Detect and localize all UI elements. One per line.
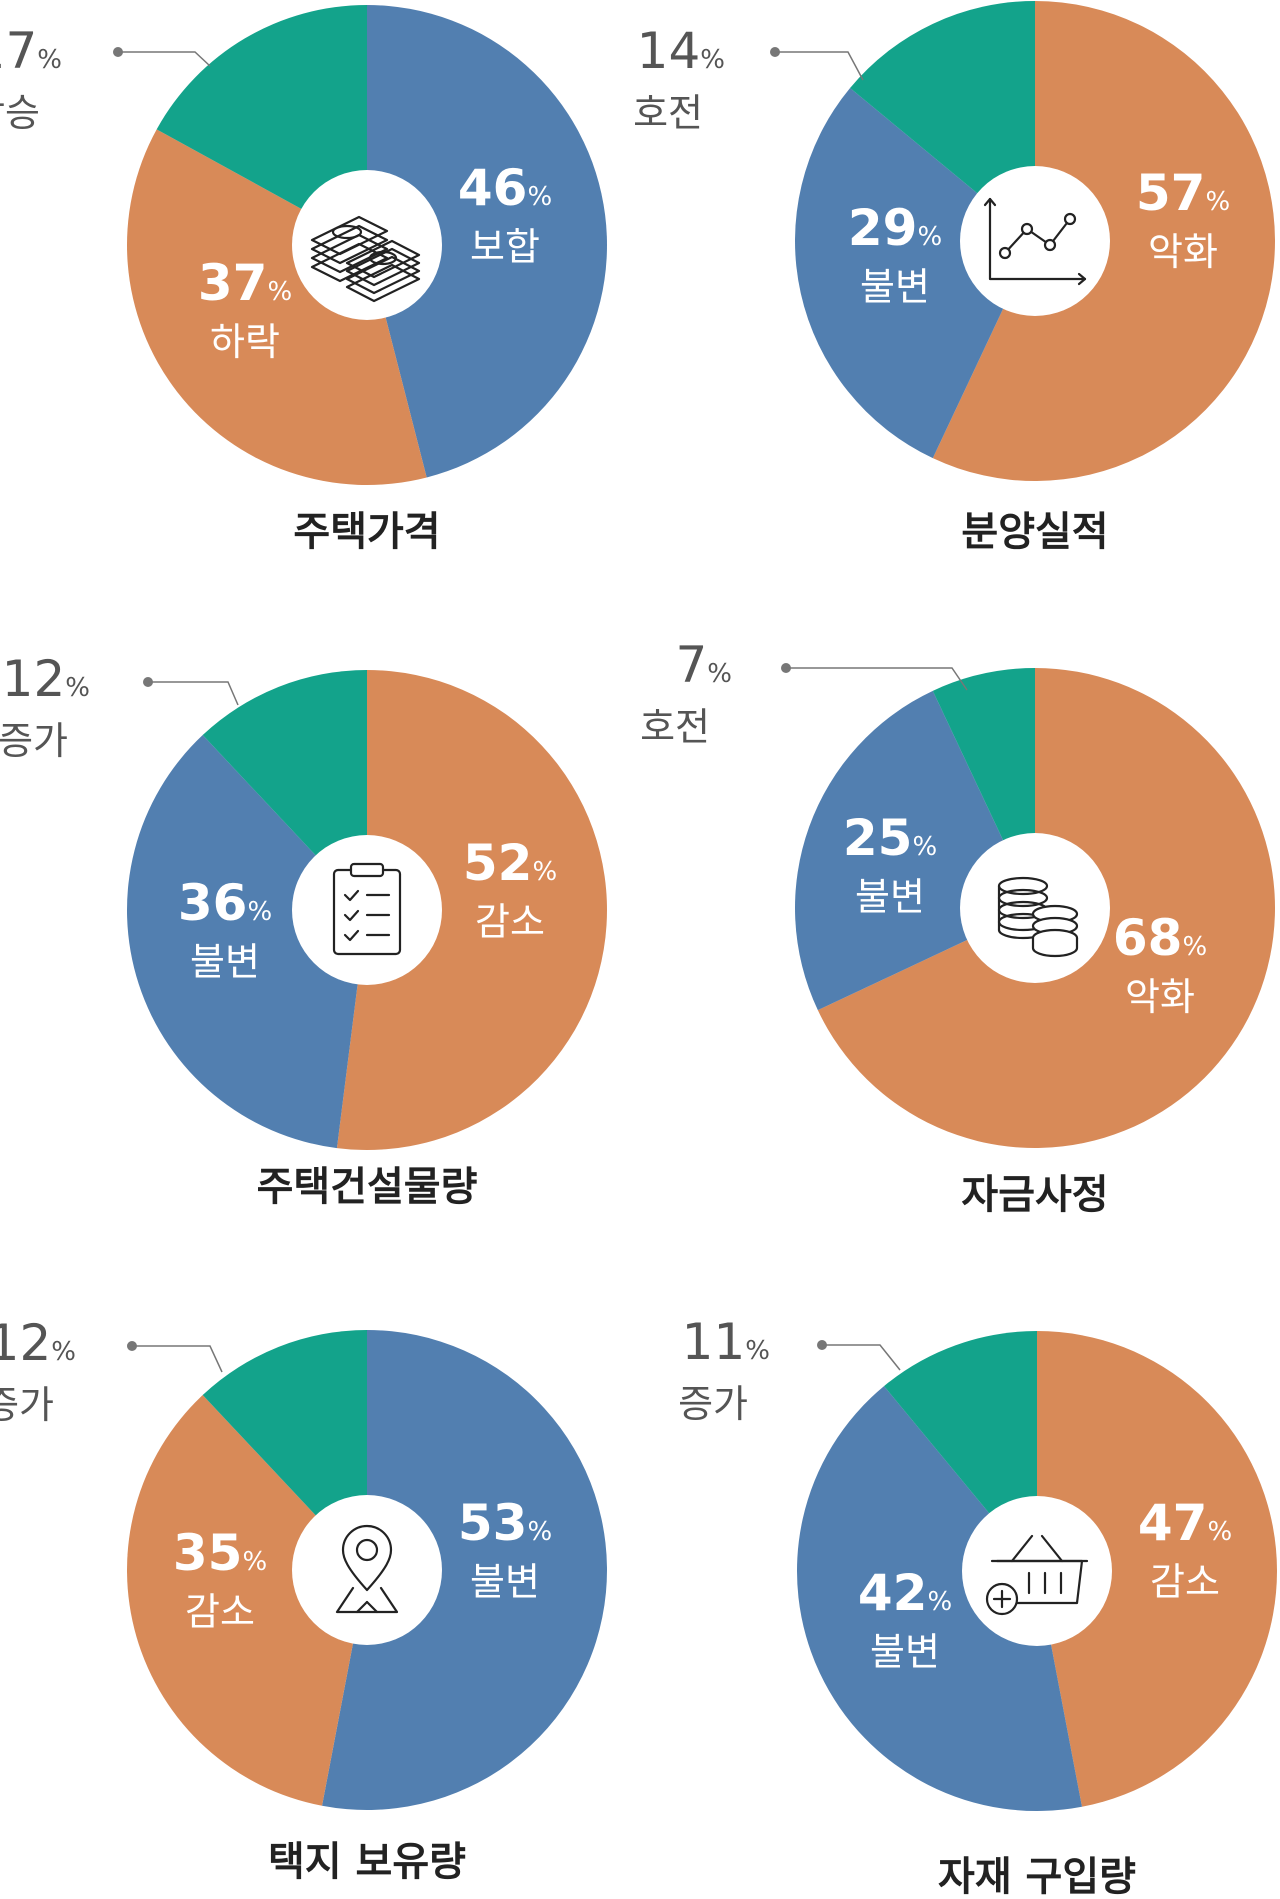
pie-slice	[367, 5, 608, 478]
pie-center	[292, 1495, 442, 1645]
slice-label: 불변	[855, 875, 925, 919]
coins-icon	[997, 876, 1079, 958]
slice-label-external: 호전	[640, 705, 710, 749]
slice-percent: 68%	[1113, 909, 1207, 967]
slice-percent-external: 12%	[0, 1314, 76, 1372]
slice-percent: 36%	[178, 874, 272, 932]
pie-center	[960, 166, 1110, 316]
leader-line	[132, 1345, 223, 1373]
slice-label: 불변	[860, 265, 930, 309]
slice-percent: 37%	[198, 254, 292, 312]
slice-label-external: 증가	[0, 719, 68, 763]
slice-percent-external: 7%	[675, 636, 732, 694]
slice-percent: 42%	[858, 1564, 952, 1622]
slice-percent: 52%	[463, 834, 557, 892]
pie-slice	[336, 670, 607, 1150]
slice-label: 불변	[870, 1630, 940, 1674]
chart-title: 자재 구입량	[938, 1854, 1136, 1899]
chart-title: 주택가격	[293, 509, 440, 555]
leader-line	[822, 1344, 901, 1371]
pie-slice	[850, 1, 1035, 241]
slice-label: 감소	[475, 900, 545, 944]
slice-label: 악화	[1148, 230, 1218, 274]
slice-label: 보합	[470, 225, 540, 269]
leader-line	[775, 51, 864, 81]
slice-percent: 53%	[458, 1494, 552, 1552]
slice-label: 불변	[470, 1560, 540, 1604]
slice-label: 감소	[1150, 1560, 1220, 1604]
pie-slice	[127, 735, 367, 1149]
slice-label: 감소	[185, 1590, 255, 1634]
slice-percent-external: 17%	[0, 22, 62, 80]
chart-title: 주택건설물량	[257, 1164, 478, 1210]
line-chart-icon	[983, 197, 1087, 286]
pie-slice	[796, 1386, 1082, 1811]
slice-percent-external: 14%	[637, 22, 725, 80]
slice-percent-external: 12%	[2, 650, 90, 708]
slice-percent: 35%	[173, 1524, 267, 1582]
slice-label-external: 호전	[633, 91, 703, 135]
slice-percent: 29%	[848, 199, 942, 257]
slice-percent: 47%	[1138, 1494, 1232, 1552]
leader-line	[118, 51, 211, 67]
slice-percent-external: 11%	[682, 1313, 770, 1371]
pie-center	[962, 1496, 1112, 1646]
slice-label: 하락	[210, 320, 280, 364]
chart-title: 택지 보유량	[268, 1839, 466, 1885]
pie-center	[292, 835, 442, 985]
chart-title: 자금사정	[961, 1172, 1108, 1218]
slice-label-external: 증가	[678, 1382, 748, 1426]
pie-center	[960, 833, 1110, 983]
slice-percent: 25%	[843, 809, 937, 867]
pie-slice	[322, 1330, 608, 1810]
map-pin-icon	[335, 1524, 399, 1614]
pie-slice	[127, 129, 427, 485]
leader-line	[786, 667, 968, 691]
pie-slice	[1037, 1331, 1278, 1807]
pie-center	[292, 170, 442, 320]
leader-line	[148, 681, 239, 706]
slice-percent: 46%	[458, 159, 552, 217]
slice-percent: 57%	[1136, 164, 1230, 222]
clipboard-checklist-icon	[332, 862, 402, 956]
slice-label-external: 상승	[0, 91, 40, 135]
pie-slice	[795, 88, 1035, 459]
slice-label: 악화	[1125, 975, 1195, 1019]
pie-chart: 46% 보합 37% 하락 17% 상승주택가격	[0, 5, 608, 555]
pie-slice	[127, 1395, 367, 1806]
slice-label-external: 증가	[0, 1383, 54, 1427]
basket-add-icon	[985, 1534, 1089, 1616]
money-stack-icon	[310, 215, 421, 303]
chart-title: 분양실적	[961, 509, 1108, 555]
slice-label: 불변	[190, 940, 260, 984]
